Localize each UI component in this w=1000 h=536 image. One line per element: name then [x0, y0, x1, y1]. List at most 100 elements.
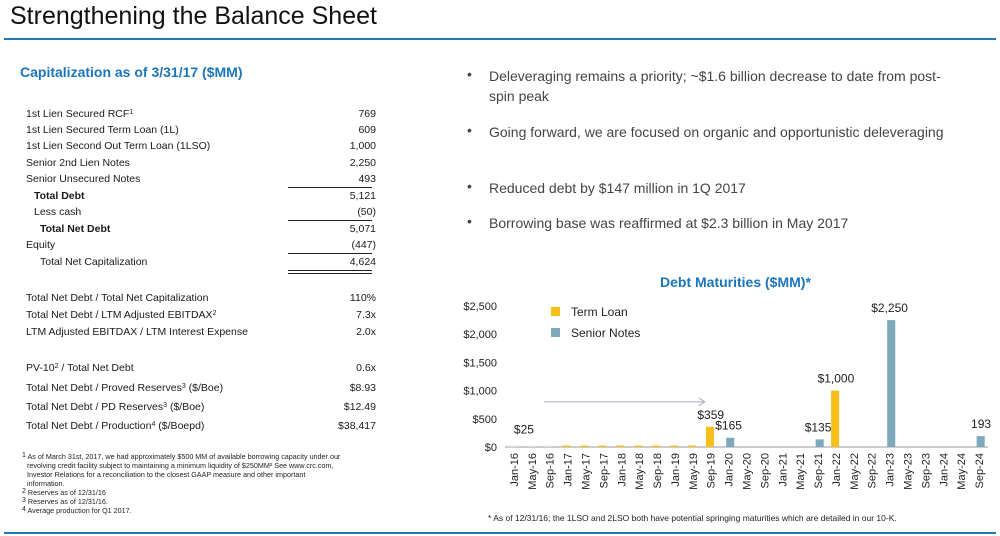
- reserve-label: PV-102 / Total Net Debt: [26, 362, 134, 374]
- y-tick-label: $500: [473, 414, 497, 426]
- term-loan-bar: [616, 445, 625, 447]
- footnote: 1 As of March 31st, 2017, we had approxi…: [22, 452, 341, 461]
- term-loan-bar: [634, 445, 643, 447]
- cap-row: Senior 2nd Lien Notes 2,250: [26, 155, 376, 171]
- footnotes: 1 As of March 31st, 2017, we had approxi…: [22, 452, 340, 515]
- footer-rule: [4, 532, 996, 534]
- x-tick-label: May-16: [527, 453, 539, 490]
- cap-row-value: 493: [358, 173, 376, 185]
- footnote: information.: [27, 479, 65, 488]
- footnote: 3 Reserves as of 12/31/16.: [22, 497, 108, 506]
- cap-row-label: Equity: [26, 239, 56, 251]
- cap-row-value: 769: [358, 108, 376, 120]
- page-title: Strengthening the Balance Sheet: [10, 2, 377, 30]
- x-tick-label: May-22: [849, 453, 861, 490]
- cap-row-label: 1st Lien Second Out Term Loan (1LSO): [26, 140, 211, 152]
- data-label: $2,250: [871, 301, 908, 315]
- x-tick-label: May-20: [742, 453, 754, 490]
- senior-notes-bar: [726, 437, 735, 447]
- chart-title: Debt Maturities ($MM)*: [660, 274, 811, 290]
- cap-row-value: 609: [358, 124, 376, 136]
- reserve-label: Total Net Debt / PD Reserves3 ($/Boe): [26, 401, 205, 413]
- cap-row-label: 1st Lien Secured Term Loan (1L): [26, 124, 179, 136]
- x-tick-label: May-23: [903, 453, 915, 490]
- senior-notes-bar: [887, 320, 896, 447]
- x-tick-label: Sep-21: [813, 453, 825, 488]
- cap-row-label: Total Net Capitalization: [40, 256, 148, 268]
- data-label: $135: [805, 420, 832, 434]
- cap-row-value: (447): [351, 239, 376, 251]
- cap-row-value: (50): [357, 206, 376, 218]
- subtotal-line: [288, 253, 372, 254]
- cap-row-total-net-cap: Total Net Capitalization 4,624: [26, 254, 376, 270]
- bullet-dot: •: [467, 66, 472, 82]
- capitalization-heading: Capitalization as of 3/31/17 ($MM): [20, 64, 243, 80]
- senior-notes-bar: [815, 439, 824, 447]
- ratio-value: 2.0x: [356, 326, 376, 338]
- reserve-value: $12.49: [343, 401, 376, 413]
- x-tick-label: Jan-19: [670, 453, 682, 487]
- double-underline: [288, 270, 372, 271]
- cap-row-label: Senior Unsecured Notes: [26, 173, 141, 185]
- x-tick-label: Jan-24: [938, 453, 950, 487]
- x-tick-label: May-17: [581, 453, 593, 490]
- y-tick-label: $0: [485, 442, 497, 454]
- legend-swatch: [551, 328, 560, 337]
- cap-row-value: 5,071: [349, 223, 376, 235]
- cap-row: Equity (447): [26, 237, 376, 253]
- reserve-label: Total Net Debt / Proved Reserves3 ($/Boe…: [26, 382, 224, 394]
- subtotal-line: [288, 187, 372, 188]
- cap-row-value: 1,000: [349, 140, 376, 152]
- x-tick-label: Jan-21: [777, 453, 789, 487]
- x-tick-label: Jan-23: [885, 453, 897, 487]
- bullet-text: Going forward, we are focused on organic…: [489, 124, 944, 140]
- footnote: 4 Average production for Q1 2017.: [22, 506, 132, 515]
- chart-footnote: * As of 12/31/16; the 1LSO and 2LSO both…: [488, 513, 897, 523]
- term-loan-bar: [598, 445, 607, 447]
- y-tick-label: $2,500: [463, 301, 497, 313]
- cap-row-label: Less cash: [34, 206, 82, 218]
- data-label: 193: [971, 417, 991, 431]
- x-tick-label: Sep-16: [545, 453, 557, 488]
- y-tick-label: $2,000: [463, 329, 497, 341]
- ratio-value: 7.3x: [356, 309, 376, 321]
- x-tick-label: Sep-18: [652, 453, 664, 488]
- term-loan-bar: [509, 445, 518, 447]
- x-tick-label: Jan-16: [509, 453, 521, 487]
- double-underline: [288, 273, 372, 274]
- cap-row-total-net-debt: Total Net Debt 5,071: [26, 221, 376, 237]
- x-tick-label: Sep-23: [920, 453, 932, 488]
- ratio-label: Total Net Debt / LTM Adjusted EBITDAX2: [26, 309, 217, 321]
- footnote: revolving credit facility subject to mai…: [27, 461, 334, 470]
- cap-row: Less cash (50): [26, 204, 376, 220]
- x-tick-label: Sep-17: [598, 453, 610, 488]
- reserve-row: PV-102 / Total Net Debt 0.6x: [26, 360, 376, 376]
- term-loan-bar: [580, 445, 589, 447]
- term-loan-bar: [670, 445, 679, 447]
- data-label: $165: [715, 419, 742, 433]
- reserve-value: $38,417: [338, 420, 376, 432]
- bullet-text: Deleveraging remains a priority; ~$1.6 b…: [489, 68, 941, 104]
- ratio-row: LTM Adjusted EBITDAX / LTM Interest Expe…: [26, 324, 376, 340]
- bullet-text: Borrowing base was reaffirmed at $2.3 bi…: [489, 215, 849, 231]
- x-tick-label: Sep-20: [759, 453, 771, 488]
- cap-row: 1st Lien Secured RCF1 769: [26, 106, 376, 122]
- data-label: $359: [697, 408, 724, 422]
- cap-row: 1st Lien Secured Term Loan (1L) 609: [26, 122, 376, 138]
- cap-row-value: 5,121: [349, 190, 376, 202]
- ratio-value: 110%: [349, 292, 376, 304]
- cap-row: 1st Lien Second Out Term Loan (1LSO) 1,0…: [26, 138, 376, 154]
- term-loan-bar: [527, 445, 536, 447]
- term-loan-bar: [705, 426, 714, 447]
- term-loan-bar: [831, 390, 840, 447]
- reserve-row: Total Net Debt / Production4 ($/Boepd) $…: [26, 418, 376, 434]
- ratio-row: Total Net Debt / LTM Adjusted EBITDAX2 7…: [26, 307, 376, 323]
- legend-swatch: [551, 307, 560, 316]
- term-loan-bar: [652, 445, 661, 447]
- data-label: $25: [514, 423, 534, 437]
- x-tick-label: May-21: [795, 453, 807, 490]
- term-loan-bar: [562, 445, 571, 447]
- x-tick-label: Sep-22: [867, 453, 879, 488]
- x-tick-label: May-19: [688, 453, 700, 490]
- cap-row-label: Total Net Debt: [40, 223, 111, 235]
